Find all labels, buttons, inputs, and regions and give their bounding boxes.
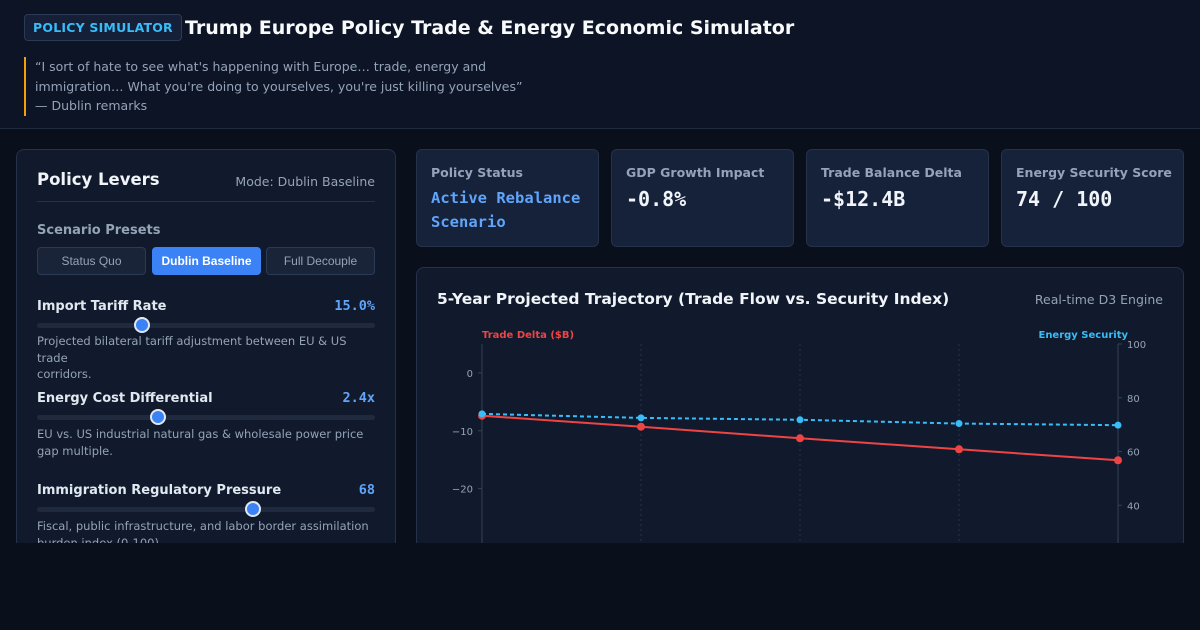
- right-tick-label: 80: [1127, 394, 1140, 405]
- immigration-pressure-description: Fiscal, public infrastructure, and labor…: [37, 518, 377, 543]
- quote-line: immigration… What you're doing to yourse…: [35, 78, 523, 94]
- slider-thumb[interactable]: [244, 501, 261, 517]
- chart-title: 5-Year Projected Trajectory (Trade Flow …: [437, 290, 950, 308]
- card-label: GDP Growth Impact: [626, 165, 765, 180]
- energy-security-point: [1114, 421, 1122, 429]
- trade-balance-card: Trade Balance Delta -$12.4B: [806, 149, 989, 247]
- trajectory-chart-panel: 5-Year Projected Trajectory (Trade Flow …: [416, 267, 1184, 543]
- description-line: gap multiple.: [37, 443, 113, 458]
- left-tick-label: 0: [467, 369, 473, 380]
- left-tick-label: −10: [452, 427, 473, 438]
- tariff-rate-description: Projected bilateral tariff adjustment be…: [37, 333, 377, 383]
- page-title: Trump Europe Policy Trade & Energy Econo…: [185, 17, 795, 39]
- right-tick-label: 40: [1127, 501, 1140, 512]
- divider: [37, 201, 375, 202]
- card-label: Policy Status: [431, 165, 523, 180]
- energy-differential-label: Energy Cost Differential: [37, 391, 213, 406]
- description-line: burden index (0-100).: [37, 535, 163, 544]
- immigration-pressure-value: 68: [358, 482, 375, 498]
- trade-delta-point: [1114, 456, 1122, 465]
- trade-delta-point: [637, 422, 645, 431]
- gdp-impact-value: -0.8%: [626, 187, 687, 211]
- energy-differential-slider[interactable]: [37, 409, 375, 425]
- policy-status-card: Policy Status Active Rebalance Scenario: [416, 149, 599, 247]
- energy-differential-value: 2.4x: [342, 390, 375, 406]
- description-line: EU vs. US industrial natural gas & whole…: [37, 427, 364, 441]
- slider-thumb[interactable]: [149, 409, 166, 425]
- energy-security-point: [637, 414, 645, 422]
- preset-status-quo-button[interactable]: Status Quo: [37, 247, 146, 275]
- preset-dublin-baseline-button[interactable]: Dublin Baseline: [152, 247, 261, 275]
- left-tick-label: −20: [452, 485, 473, 496]
- trade-delta-point: [955, 445, 963, 454]
- preset-full-decouple-button[interactable]: Full Decouple: [266, 247, 375, 275]
- legend-energy-security: Energy Security: [1038, 330, 1128, 341]
- chart-engine-label: Real-time D3 Engine: [1034, 292, 1163, 307]
- quote-attribution: — Dublin remarks: [35, 98, 148, 113]
- card-label: Energy Security Score: [1016, 165, 1172, 180]
- description-line: corridors.: [37, 367, 92, 381]
- energy-security-card: Energy Security Score 74 / 100: [1001, 149, 1184, 247]
- simulator-badge: POLICY SIMULATOR: [24, 14, 182, 41]
- description-line: Fiscal, public infrastructure, and labor…: [37, 519, 369, 533]
- status-line: Scenario: [431, 213, 506, 231]
- trade-balance-value: -$12.4B: [821, 187, 906, 211]
- immigration-pressure-label: Immigration Regulatory Pressure: [37, 483, 282, 498]
- energy-differential-description: EU vs. US industrial natural gas & whole…: [37, 426, 377, 459]
- left-tick-label: −30: [452, 542, 473, 543]
- trade-delta-point: [796, 434, 804, 443]
- energy-security-point: [478, 410, 486, 418]
- mode-indicator: Mode: Dublin Baseline: [235, 174, 375, 189]
- tariff-rate-value: 15.0%: [334, 298, 375, 314]
- panel-title: Policy Levers: [37, 170, 160, 189]
- policy-levers-panel: Policy Levers Mode: Dublin Baseline Scen…: [16, 149, 396, 543]
- tariff-rate-slider[interactable]: [37, 317, 375, 333]
- status-line: Active Rebalance: [431, 189, 581, 207]
- description-line: Projected bilateral tariff adjustment be…: [37, 334, 347, 365]
- immigration-pressure-slider[interactable]: [37, 501, 375, 517]
- policy-status-value: Active Rebalance Scenario: [431, 186, 591, 234]
- tariff-rate-label: Import Tariff Rate: [37, 299, 167, 314]
- app-header: POLICY SIMULATOR Trump Europe Policy Tra…: [0, 0, 1200, 129]
- trajectory-chart: Trade Delta ($B) Energy Security 0 −10 −20…: [452, 330, 1146, 543]
- right-tick-label: 60: [1127, 448, 1140, 459]
- energy-security-point: [955, 420, 963, 428]
- quote-block: “I sort of hate to see what's happening …: [24, 57, 564, 116]
- energy-security-value: 74 / 100: [1016, 187, 1113, 211]
- presets-label: Scenario Presets: [37, 223, 161, 238]
- slider-thumb[interactable]: [133, 317, 150, 333]
- card-label: Trade Balance Delta: [821, 165, 962, 180]
- gdp-impact-card: GDP Growth Impact -0.8%: [611, 149, 794, 247]
- legend-trade-delta: Trade Delta ($B): [482, 330, 574, 341]
- right-tick-label: 100: [1127, 340, 1146, 351]
- energy-security-point: [796, 416, 804, 424]
- quote-line: “I sort of hate to see what's happening …: [35, 59, 487, 74]
